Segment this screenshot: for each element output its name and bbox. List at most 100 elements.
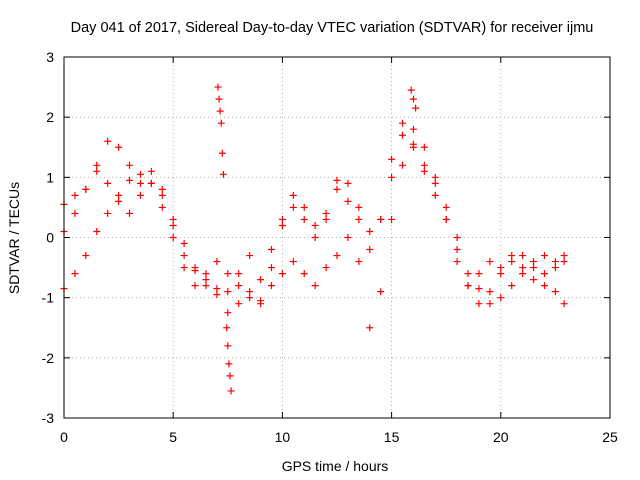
data-point [464, 270, 472, 278]
data-point [431, 179, 439, 187]
data-point [82, 252, 90, 260]
data-point [136, 191, 144, 199]
data-point [333, 185, 341, 193]
data-point [158, 185, 166, 193]
data-point [213, 291, 221, 299]
data-point [115, 143, 123, 151]
data-point [442, 203, 450, 211]
data-point [311, 234, 319, 241]
data-point [355, 215, 363, 223]
data-point [388, 215, 396, 223]
x-tick-label: 20 [493, 429, 509, 445]
data-point [431, 173, 439, 181]
data-point [497, 294, 505, 302]
data-point [126, 161, 134, 169]
data-point [257, 300, 265, 308]
data-point [388, 173, 396, 181]
data-point [322, 215, 330, 223]
data-point [257, 276, 265, 284]
data-point [219, 170, 227, 178]
data-point [551, 258, 559, 266]
series-track-2 [60, 131, 568, 296]
data-point [180, 240, 188, 248]
data-point [227, 387, 235, 395]
data-point [136, 170, 144, 178]
data-point [377, 215, 385, 223]
data-point [180, 264, 188, 272]
data-point [213, 285, 221, 293]
data-point [202, 276, 210, 284]
data-point [420, 161, 428, 169]
data-point [226, 372, 234, 380]
data-point [453, 234, 461, 241]
data-point [104, 179, 112, 187]
y-tick-label: 0 [46, 230, 54, 246]
data-point [191, 267, 199, 275]
data-point [300, 215, 308, 223]
data-point [530, 264, 538, 272]
series-spike-3 [407, 86, 420, 112]
data-point [551, 288, 559, 296]
data-point [475, 285, 483, 293]
data-point [322, 209, 330, 217]
data-point [560, 258, 568, 266]
data-point [300, 203, 308, 211]
data-point [278, 270, 286, 278]
y-tick-label: 3 [46, 49, 54, 65]
data-point [180, 252, 188, 260]
data-point [126, 176, 134, 184]
data-point [453, 246, 461, 254]
data-point [126, 209, 134, 217]
data-point [475, 270, 483, 278]
data-point [215, 95, 223, 103]
x-tick-label: 25 [602, 429, 618, 445]
data-point [235, 270, 243, 278]
data-point [246, 252, 254, 260]
series-spike-2 [223, 324, 235, 395]
data-point [486, 288, 494, 296]
data-point [224, 309, 232, 317]
data-point [508, 282, 516, 290]
data-point [355, 203, 363, 211]
y-tick-label: -3 [42, 410, 55, 426]
data-point [82, 185, 90, 193]
data-point [267, 282, 275, 290]
series-spike-1 [214, 83, 227, 178]
data-point [475, 300, 483, 308]
data-point [235, 282, 243, 290]
data-point [246, 288, 254, 296]
data-point [169, 234, 177, 241]
data-point [540, 270, 548, 278]
data-point [71, 209, 79, 217]
data-point [136, 179, 144, 187]
data-point [217, 119, 225, 127]
data-point [464, 282, 472, 290]
data-point [497, 270, 505, 278]
data-point [508, 252, 516, 260]
data-point [540, 252, 548, 260]
data-point [508, 258, 516, 266]
data-point [344, 234, 352, 241]
y-tick-label: 2 [46, 109, 54, 125]
data-point [399, 119, 407, 127]
data-point [115, 191, 123, 199]
data-point [104, 137, 112, 145]
data-point [158, 191, 166, 199]
data-point [71, 191, 79, 199]
data-point [214, 83, 222, 91]
data-point [399, 161, 407, 169]
data-point [344, 197, 352, 205]
data-point [225, 360, 233, 368]
data-point [115, 197, 123, 205]
plot-frame [63, 56, 611, 419]
data-point [530, 276, 538, 284]
series-track-1 [60, 119, 568, 317]
data-point [311, 221, 319, 229]
data-point [322, 264, 330, 272]
data-point [420, 167, 428, 175]
data-point [246, 294, 254, 302]
data-point [431, 191, 439, 199]
data-point [333, 252, 341, 260]
data-point [344, 179, 352, 187]
